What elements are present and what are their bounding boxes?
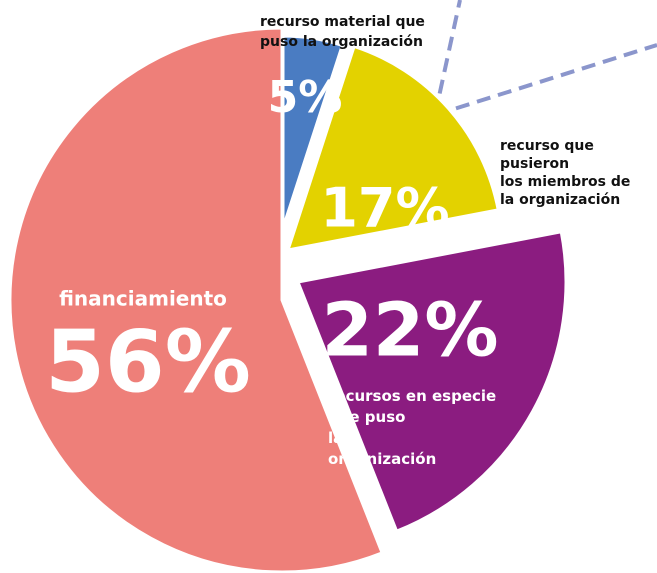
value-label: 22% xyxy=(321,288,498,374)
dashed-line xyxy=(434,43,657,117)
category-label-line: los miembros de xyxy=(500,174,630,190)
dashed-line xyxy=(433,0,462,116)
category-label: financiamiento xyxy=(59,287,227,311)
category-label-line: la organización xyxy=(500,192,620,208)
category-label: recursos en especie que puso la organizació… xyxy=(328,387,496,468)
category-label-line: que puso xyxy=(328,408,405,426)
category-label-line: recursos en especie xyxy=(328,387,496,405)
pie-slice xyxy=(295,230,568,534)
category-label-line: recurso que xyxy=(500,138,594,154)
category-label: recurso que pusieron los miembros de la org… xyxy=(500,138,630,208)
value-label: 56% xyxy=(45,312,251,412)
category-label-line: la xyxy=(328,429,343,447)
category-label-line: recurso material que xyxy=(260,14,425,30)
category-label: recurso material que puso la organización xyxy=(260,14,425,50)
pie-slice xyxy=(8,26,385,573)
pie-slice xyxy=(285,44,500,252)
category-label-line: puso la organización xyxy=(260,34,423,50)
category-label-line: organización xyxy=(328,450,436,468)
value-label: 5% xyxy=(268,72,343,123)
decoration-lines xyxy=(433,0,657,117)
category-label-line: pusieron xyxy=(500,156,569,172)
value-label: 17% xyxy=(320,177,449,240)
